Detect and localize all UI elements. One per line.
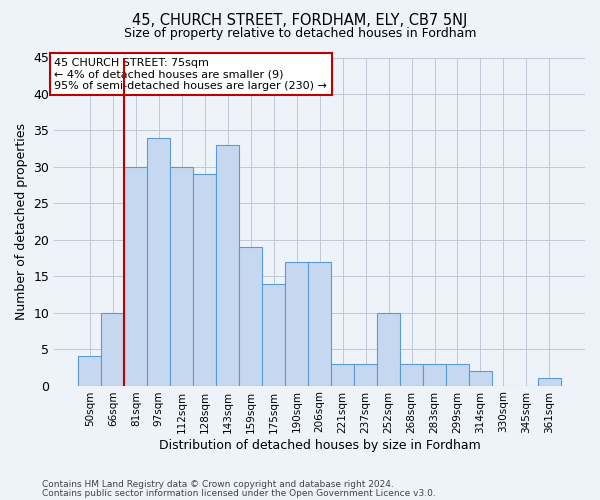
Bar	[446, 364, 469, 386]
Bar	[193, 174, 216, 386]
Text: Contains public sector information licensed under the Open Government Licence v3: Contains public sector information licen…	[42, 488, 436, 498]
Bar	[285, 262, 308, 386]
Text: Contains HM Land Registry data © Crown copyright and database right 2024.: Contains HM Land Registry data © Crown c…	[42, 480, 394, 489]
Bar	[469, 371, 492, 386]
Bar	[239, 247, 262, 386]
Bar	[423, 364, 446, 386]
Bar	[400, 364, 423, 386]
Bar	[124, 167, 148, 386]
Y-axis label: Number of detached properties: Number of detached properties	[15, 123, 28, 320]
Text: 45, CHURCH STREET, FORDHAM, ELY, CB7 5NJ: 45, CHURCH STREET, FORDHAM, ELY, CB7 5NJ	[133, 12, 467, 28]
Bar	[331, 364, 354, 386]
Bar	[148, 138, 170, 386]
Bar	[101, 312, 124, 386]
Bar	[377, 312, 400, 386]
Bar	[262, 284, 285, 386]
Bar	[538, 378, 561, 386]
Bar	[170, 167, 193, 386]
Bar	[216, 145, 239, 386]
Text: Size of property relative to detached houses in Fordham: Size of property relative to detached ho…	[124, 28, 476, 40]
Text: 45 CHURCH STREET: 75sqm
← 4% of detached houses are smaller (9)
95% of semi-deta: 45 CHURCH STREET: 75sqm ← 4% of detached…	[54, 58, 327, 90]
Bar	[79, 356, 101, 386]
X-axis label: Distribution of detached houses by size in Fordham: Distribution of detached houses by size …	[159, 440, 481, 452]
Bar	[354, 364, 377, 386]
Bar	[308, 262, 331, 386]
